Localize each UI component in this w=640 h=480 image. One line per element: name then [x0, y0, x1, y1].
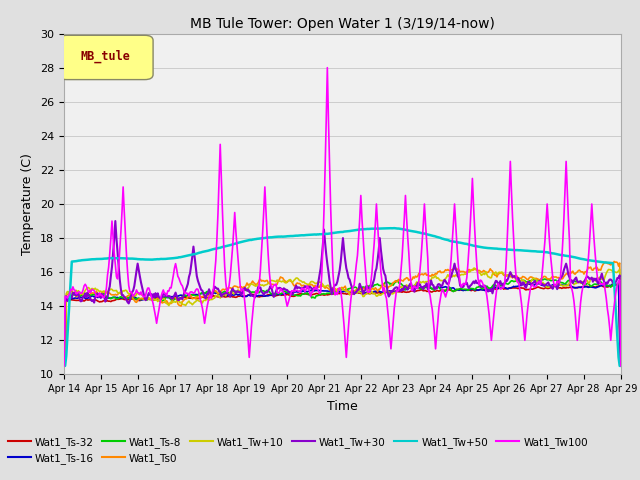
Wat1_Ts-32 [60, 363, 68, 369]
Wat1_Tw+50 [386, 225, 394, 231]
Wat1_Tw100 [617, 363, 625, 369]
Wat1_Ts-8 [328, 291, 335, 297]
Text: MB_tule: MB_tule [81, 50, 131, 63]
Wat1_Tw+10 [471, 265, 479, 271]
Wat1_Ts0 [60, 363, 68, 369]
Wat1_Tw100 [323, 65, 331, 71]
Wat1_Tw+10 [392, 290, 399, 296]
Wat1_Ts-16 [516, 282, 524, 288]
Wat1_Tw+50 [617, 363, 625, 369]
Line: Wat1_Tw+50: Wat1_Tw+50 [64, 228, 621, 366]
Wat1_Tw+50 [393, 226, 401, 231]
Wat1_Ts0 [324, 286, 332, 291]
Title: MB Tule Tower: Open Water 1 (3/19/14-now): MB Tule Tower: Open Water 1 (3/19/14-now… [190, 17, 495, 31]
Wat1_Tw+30 [617, 361, 625, 367]
Wat1_Ts-8 [60, 363, 68, 369]
Wat1_Tw100 [393, 287, 401, 293]
Wat1_Ts-16 [60, 363, 68, 369]
Wat1_Ts0 [604, 261, 611, 266]
Wat1_Tw+50 [518, 248, 525, 253]
Wat1_Tw+50 [324, 231, 332, 237]
Wat1_Tw+50 [362, 226, 369, 232]
Wat1_Tw+30 [329, 287, 337, 292]
Wat1_Tw100 [329, 270, 337, 276]
Wat1_Ts0 [362, 286, 369, 292]
X-axis label: Time: Time [327, 400, 358, 413]
Wat1_Tw100 [518, 300, 525, 306]
Wat1_Ts-16 [605, 283, 612, 289]
Wat1_Ts-32 [328, 291, 335, 297]
Wat1_Tw+10 [605, 266, 612, 272]
Wat1_Ts-8 [362, 285, 369, 290]
Wat1_Ts-16 [324, 288, 332, 294]
Wat1_Tw+30 [326, 278, 333, 284]
Wat1_Ts-32 [604, 284, 611, 290]
Line: Wat1_Ts-8: Wat1_Ts-8 [64, 279, 621, 366]
Wat1_Ts-32 [516, 285, 524, 290]
Wat1_Ts-32 [362, 290, 369, 296]
Wat1_Tw+50 [328, 230, 335, 236]
Line: Wat1_Tw+30: Wat1_Tw+30 [64, 221, 621, 366]
Line: Wat1_Ts0: Wat1_Ts0 [64, 262, 621, 366]
FancyBboxPatch shape [58, 36, 153, 80]
Wat1_Tw+10 [362, 291, 369, 297]
Wat1_Ts-8 [516, 278, 524, 284]
Wat1_Ts-16 [536, 280, 543, 286]
Wat1_Tw+30 [60, 363, 68, 369]
Wat1_Tw+30 [111, 218, 119, 224]
Wat1_Tw+10 [328, 286, 335, 291]
Wat1_Ts-32 [324, 292, 332, 298]
Wat1_Ts0 [328, 288, 335, 294]
Line: Wat1_Tw+10: Wat1_Tw+10 [64, 268, 621, 366]
Wat1_Tw+10 [60, 363, 68, 369]
Wat1_Ts-32 [617, 363, 625, 369]
Wat1_Tw+30 [362, 283, 370, 289]
Wat1_Tw+50 [605, 260, 612, 265]
Wat1_Ts-8 [392, 279, 399, 285]
Wat1_Ts-32 [615, 281, 623, 287]
Wat1_Ts-8 [541, 276, 548, 282]
Wat1_Tw100 [60, 363, 68, 369]
Wat1_Ts-8 [324, 290, 332, 296]
Wat1_Ts0 [392, 278, 399, 284]
Wat1_Ts-32 [392, 288, 399, 294]
Wat1_Ts0 [611, 259, 618, 264]
Wat1_Tw+30 [393, 284, 401, 290]
Y-axis label: Temperature (C): Temperature (C) [22, 153, 35, 255]
Line: Wat1_Tw100: Wat1_Tw100 [64, 68, 621, 366]
Wat1_Ts-8 [605, 283, 612, 288]
Wat1_Tw+30 [605, 278, 612, 284]
Wat1_Ts-16 [392, 288, 399, 294]
Wat1_Tw+10 [617, 335, 625, 340]
Line: Wat1_Ts-32: Wat1_Ts-32 [64, 284, 621, 366]
Wat1_Tw100 [362, 280, 370, 286]
Line: Wat1_Ts-16: Wat1_Ts-16 [64, 283, 621, 366]
Wat1_Tw+50 [60, 363, 68, 369]
Wat1_Ts0 [516, 275, 524, 281]
Wat1_Ts-8 [617, 344, 625, 349]
Legend: Wat1_Ts-32, Wat1_Ts-16, Wat1_Ts-8, Wat1_Ts0, Wat1_Tw+10, Wat1_Tw+30, Wat1_Tw+50,: Wat1_Ts-32, Wat1_Ts-16, Wat1_Ts-8, Wat1_… [3, 432, 592, 468]
Wat1_Ts-16 [362, 290, 369, 296]
Wat1_Ts-16 [617, 363, 625, 369]
Wat1_Ts-16 [328, 289, 335, 295]
Wat1_Ts0 [617, 331, 625, 336]
Wat1_Tw100 [326, 163, 333, 169]
Wat1_Tw+10 [518, 277, 525, 283]
Wat1_Tw+10 [324, 282, 332, 288]
Wat1_Tw100 [605, 314, 612, 320]
Wat1_Tw+30 [518, 283, 525, 288]
